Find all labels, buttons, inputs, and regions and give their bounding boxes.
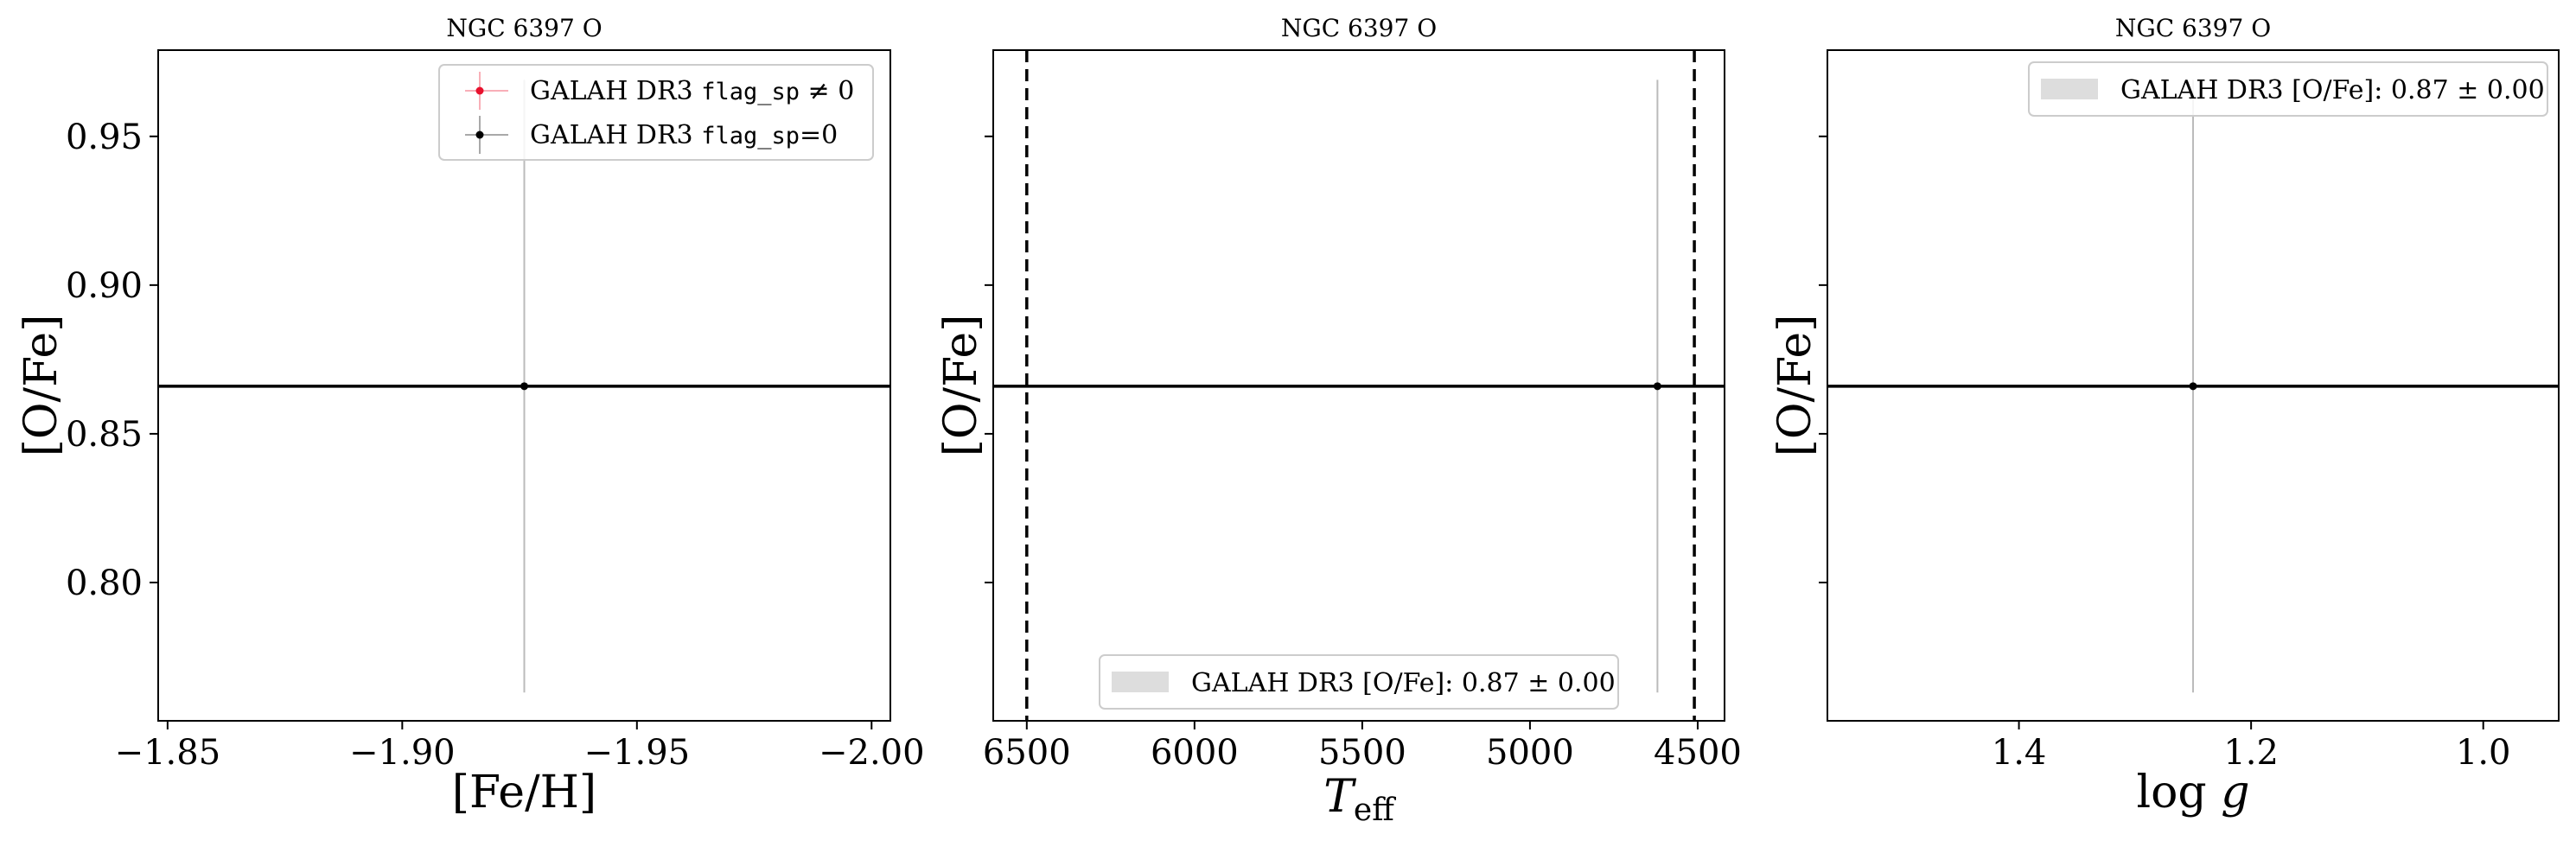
- chart-title: NGC 6397 O: [1281, 14, 1437, 42]
- legend-band-swatch: [2041, 79, 2098, 99]
- x-tick-label: 6000: [1151, 733, 1239, 773]
- axes-frame: [992, 49, 1725, 722]
- legend-box: [438, 64, 874, 161]
- legend-marker-point: [475, 131, 484, 139]
- y-tick-label: 0.90: [66, 266, 143, 306]
- legend-box: [1099, 654, 1619, 710]
- y-axis-label: [O/Fe]: [16, 315, 67, 457]
- x-tick-label: 1.4: [1992, 733, 2047, 773]
- legend-box: [2028, 61, 2548, 117]
- x-tick-label: −1.95: [584, 733, 691, 773]
- x-tick-label: 5500: [1318, 733, 1406, 773]
- x-tick-label: −2.00: [819, 733, 925, 773]
- data-point-1-1: [2189, 382, 2197, 391]
- x-tick-label: 4500: [1654, 733, 1742, 773]
- x-tick-label: −1.85: [115, 733, 221, 773]
- y-tick-label: 0.85: [66, 415, 143, 455]
- x-axis-label: [Fe/H]: [452, 767, 596, 818]
- panel-2: NGC 6397 O 6500 6000 5500 5000 4500 [O/Fe] Teff…: [935, 14, 1742, 828]
- x-tick-label: −1.90: [349, 733, 456, 773]
- x-tick-label: 5000: [1486, 733, 1574, 773]
- legend-entry-2: GALAH DR3 flag_sp=0: [530, 120, 838, 150]
- chart-title: NGC 6397 O: [446, 14, 602, 42]
- legend-entry: GALAH DR3 [O/Fe]: 0.87 ± 0.00: [2120, 75, 2545, 105]
- legend-entry: GALAH DR3 [O/Fe]: 0.87 ± 0.00: [1191, 668, 1616, 698]
- y-axis-label: [O/Fe]: [1769, 315, 1821, 457]
- legend-entry-1: GALAH DR3 flag_sp ≠ 0: [530, 76, 854, 106]
- legend-band-swatch: [1112, 672, 1169, 692]
- axes-frame: [157, 49, 891, 722]
- panel-1: NGC 6397 O −1.85 −1.90 −1.95 −2.00 0.80 0.85 0.…: [16, 14, 925, 818]
- legend-marker-point: [475, 86, 484, 95]
- x-tick-label: 1.2: [2223, 733, 2279, 773]
- data-point-1-1: [1653, 382, 1661, 391]
- axes-frame: [1827, 49, 2560, 722]
- y-axis-label: [O/Fe]: [935, 315, 987, 457]
- chart-title: NGC 6397 O: [2115, 14, 2271, 42]
- data-point-2-1: [520, 382, 528, 391]
- y-tick-label: 0.95: [66, 118, 143, 157]
- y-tick-label: 0.80: [66, 564, 143, 603]
- x-axis-label: log g: [2136, 767, 2249, 818]
- x-axis-label: Teff: [1323, 771, 1396, 828]
- x-tick-label: 1.0: [2456, 733, 2511, 773]
- x-tick-label: 6500: [983, 733, 1071, 773]
- panel-3: NGC 6397 O 1.4 1.2 1.0 [O/Fe] log g GALAH DR3 …: [1769, 14, 2560, 818]
